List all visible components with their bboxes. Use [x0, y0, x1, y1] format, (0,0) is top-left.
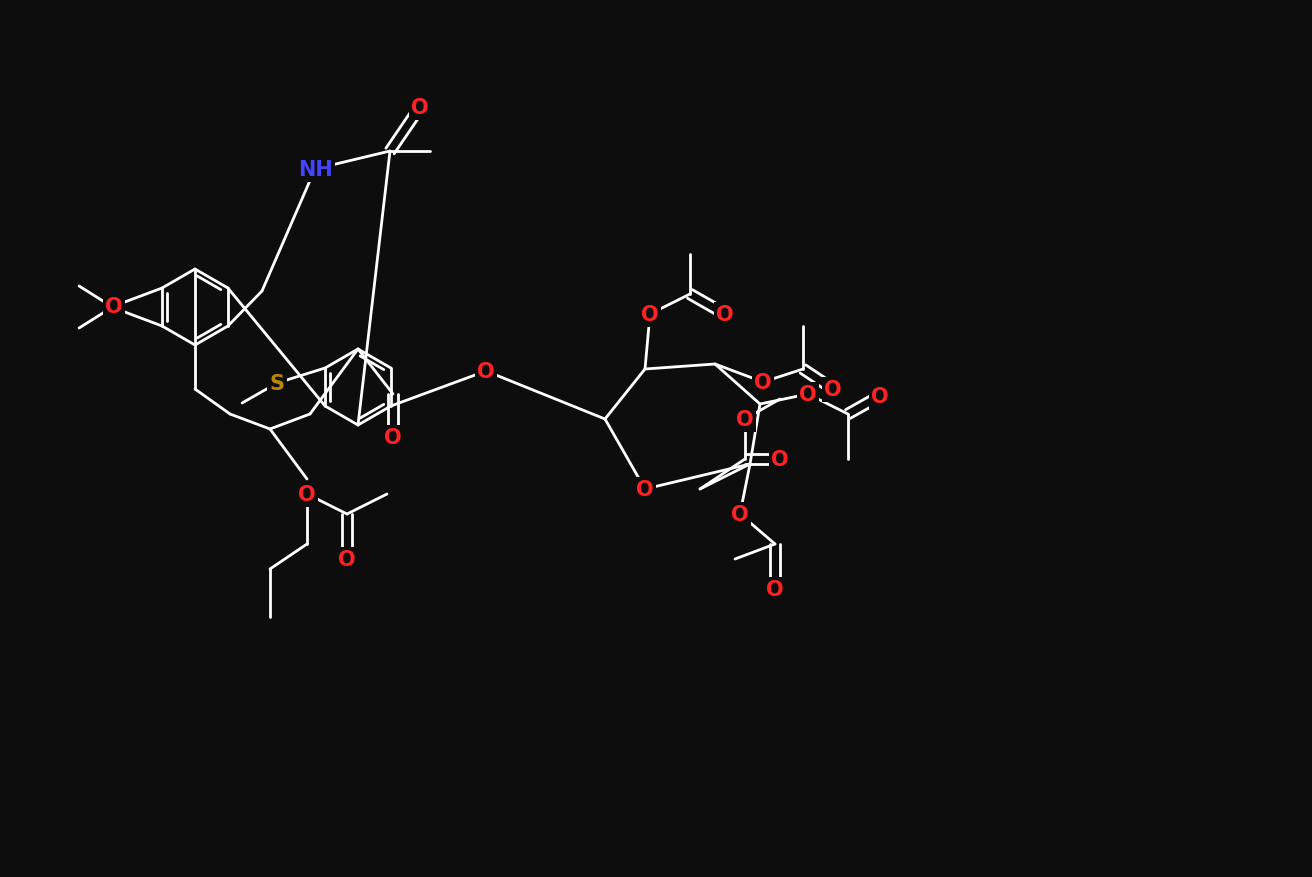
Text: O: O — [731, 504, 749, 524]
Text: S: S — [269, 374, 285, 394]
Text: O: O — [716, 304, 733, 324]
Text: O: O — [871, 387, 888, 407]
Text: O: O — [478, 361, 495, 381]
Text: O: O — [411, 98, 429, 118]
Text: O: O — [824, 380, 842, 400]
Text: O: O — [105, 296, 123, 317]
Text: O: O — [642, 304, 659, 324]
Text: O: O — [771, 450, 789, 469]
Text: O: O — [105, 299, 123, 318]
Text: O: O — [799, 384, 817, 404]
Text: O: O — [338, 549, 356, 569]
Text: O: O — [298, 484, 316, 504]
Text: O: O — [736, 410, 754, 430]
Text: O: O — [384, 427, 401, 447]
Text: O: O — [636, 480, 653, 499]
Text: O: O — [754, 373, 771, 393]
Text: O: O — [766, 580, 783, 599]
Text: NH: NH — [298, 160, 332, 180]
